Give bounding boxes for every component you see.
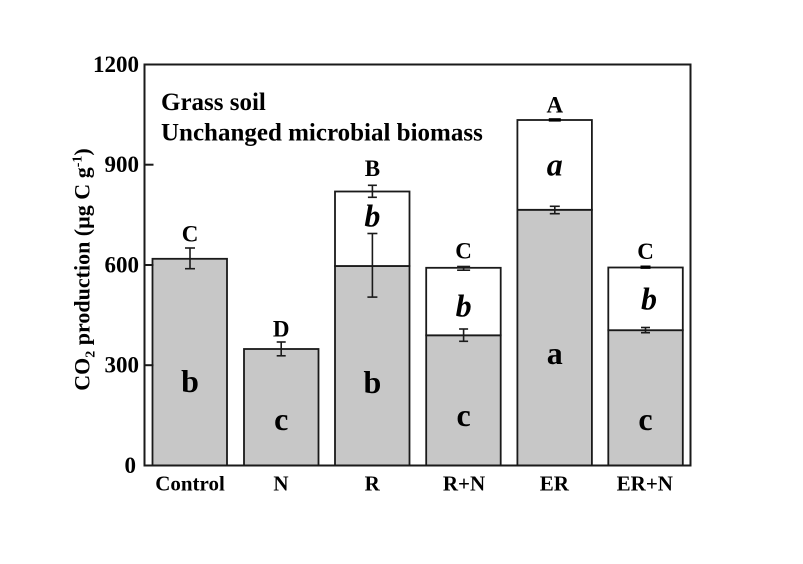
svg-text:c: c — [638, 401, 652, 437]
svg-text:R: R — [365, 472, 381, 496]
svg-text:b: b — [181, 363, 199, 399]
svg-text:Unchanged microbial biomass: Unchanged microbial biomass — [161, 119, 483, 146]
svg-text:Control: Control — [155, 472, 225, 496]
svg-text:C: C — [182, 222, 199, 247]
svg-text:C: C — [637, 239, 654, 264]
svg-text:ER: ER — [540, 472, 570, 496]
svg-text:0: 0 — [125, 453, 137, 478]
svg-text:b: b — [641, 281, 657, 317]
svg-text:A: A — [546, 93, 563, 118]
svg-text:R+N: R+N — [443, 472, 485, 496]
svg-text:600: 600 — [105, 253, 140, 278]
svg-text:D: D — [273, 317, 290, 342]
svg-text:b: b — [364, 198, 380, 234]
svg-text:a: a — [547, 147, 563, 183]
svg-text:Grass soil: Grass soil — [161, 89, 266, 116]
svg-text:N: N — [273, 472, 288, 496]
svg-text:b: b — [364, 364, 382, 400]
svg-text:CO2 production (µg C g-1): CO2 production (µg C g-1) — [70, 148, 99, 390]
svg-text:C: C — [455, 239, 472, 264]
svg-text:ER+N: ER+N — [617, 472, 673, 496]
svg-text:300: 300 — [105, 353, 140, 378]
svg-text:1200: 1200 — [93, 52, 139, 77]
svg-text:B: B — [365, 156, 380, 181]
svg-text:c: c — [274, 401, 288, 437]
svg-text:b: b — [456, 288, 472, 324]
svg-text:900: 900 — [105, 152, 140, 177]
svg-text:a: a — [547, 335, 563, 371]
svg-text:c: c — [456, 397, 470, 433]
